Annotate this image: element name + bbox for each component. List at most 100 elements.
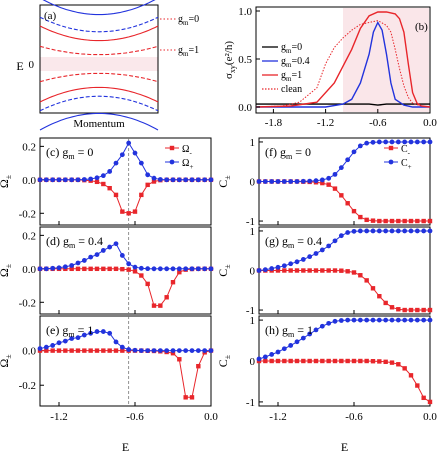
data-point-plus <box>202 177 208 183</box>
data-point-plus <box>294 339 300 345</box>
legend-label-1: gm=0.4 <box>281 56 310 69</box>
data-point-plus <box>275 264 281 270</box>
data-point-minus <box>332 268 338 273</box>
panel-g-ylabel: C± <box>216 264 232 277</box>
data-point-plus <box>126 261 132 267</box>
legend-label-c-1: Ω+ <box>182 158 193 171</box>
data-point-plus <box>262 179 268 184</box>
data-point-minus <box>88 348 93 353</box>
data-point-plus <box>414 228 420 234</box>
data-point-plus <box>132 347 138 353</box>
series-line-0 <box>40 179 211 214</box>
data-point-plus <box>107 330 113 336</box>
data-point-plus <box>164 266 170 272</box>
panel-b-ytick-label: 1.0 <box>238 6 252 18</box>
data-point-plus <box>50 177 56 183</box>
data-point-plus <box>94 175 100 181</box>
data-point-plus <box>81 258 87 263</box>
data-point-plus <box>145 172 151 178</box>
data-point-minus <box>402 218 407 224</box>
data-point-minus <box>56 348 62 353</box>
legend-marker-square <box>388 145 394 151</box>
data-point-plus <box>275 349 281 355</box>
data-point-plus <box>94 252 100 258</box>
data-point-minus <box>370 218 376 223</box>
data-point-plus <box>75 335 81 341</box>
data-point-plus <box>319 323 325 329</box>
panel-b-shaded-region <box>343 8 429 112</box>
data-point-minus <box>326 358 331 364</box>
data-point-minus <box>351 208 357 214</box>
data-point-plus <box>176 177 182 183</box>
series-line-3 <box>255 20 431 108</box>
panel-c: 0.2 0.0 -0.2 (c) gm = 0 Ω± Ω-Ω+ <box>0 137 214 226</box>
data-point-plus <box>345 230 351 235</box>
data-point-plus <box>113 241 119 247</box>
legend-label-2: gm=1 <box>281 70 302 83</box>
data-point-plus <box>294 179 300 184</box>
xlabel-right: E <box>341 440 348 454</box>
data-point-plus <box>183 348 189 354</box>
legend-label-f-1: C+ <box>401 158 412 171</box>
data-point-minus <box>320 180 325 186</box>
data-point-plus <box>383 317 389 323</box>
data-point-minus <box>402 366 407 371</box>
data-point-minus <box>170 280 176 285</box>
band-curve-lower <box>39 95 159 112</box>
panel-h-xtick-label: 0.0 <box>423 411 437 423</box>
data-point-plus <box>183 266 189 272</box>
band-curve-upper <box>42 0 156 16</box>
data-point-plus <box>408 317 414 323</box>
data-point-minus <box>421 395 426 401</box>
data-point-minus <box>101 181 106 187</box>
data-point-plus <box>43 177 49 183</box>
data-point-minus <box>345 269 350 274</box>
data-point-plus <box>364 140 370 146</box>
data-point-plus <box>107 244 113 250</box>
data-point-plus <box>195 348 201 354</box>
data-point-plus <box>338 318 344 323</box>
data-point-minus <box>383 300 388 306</box>
data-point-plus <box>75 177 81 183</box>
data-point-plus <box>189 266 195 272</box>
data-point-minus <box>301 358 306 364</box>
band-curve-upper <box>39 45 159 56</box>
panel-b-frame <box>255 6 431 114</box>
data-point-minus <box>288 358 293 364</box>
data-point-plus <box>351 317 357 323</box>
data-point-plus <box>427 228 433 234</box>
series-line-1 <box>258 319 430 360</box>
data-point-plus <box>281 263 287 269</box>
data-point-plus <box>319 177 325 183</box>
panel-f-tag: (f) gm = 0 <box>265 145 311 161</box>
data-point-plus <box>389 317 395 323</box>
data-point-minus <box>339 193 344 198</box>
data-point-minus <box>301 268 306 273</box>
data-point-plus <box>50 265 56 271</box>
data-point-minus <box>389 305 395 310</box>
data-point-minus <box>113 266 119 272</box>
data-point-plus <box>164 348 170 354</box>
data-point-plus <box>88 176 94 182</box>
data-point-plus <box>69 336 75 341</box>
data-point-minus <box>170 351 176 356</box>
panel-b-ylabel: σxy(e²/h) <box>223 41 237 79</box>
panel-e-tag: (e) gm = 1 <box>46 323 93 339</box>
data-point-minus <box>377 294 382 299</box>
panel-b-xtick-label: -0.6 <box>369 117 387 129</box>
panel-e-xtick-label: -0.6 <box>126 411 144 423</box>
data-point-plus <box>300 257 306 262</box>
series-line-1 <box>258 230 430 271</box>
data-point-minus <box>177 269 182 275</box>
data-point-minus <box>189 395 195 400</box>
data-point-plus <box>319 247 325 253</box>
data-point-minus <box>275 268 281 273</box>
data-point-plus <box>100 248 106 253</box>
data-point-plus <box>338 233 344 239</box>
data-point-plus <box>307 331 313 337</box>
panel-a-xlabel: Momentum <box>73 118 125 130</box>
data-point-plus <box>145 348 151 354</box>
data-point-minus <box>351 270 357 275</box>
data-point-plus <box>126 140 132 146</box>
data-point-minus <box>132 209 138 214</box>
